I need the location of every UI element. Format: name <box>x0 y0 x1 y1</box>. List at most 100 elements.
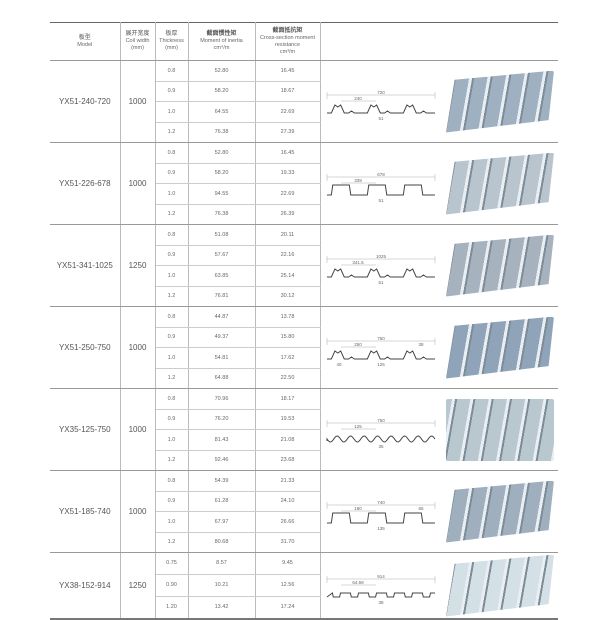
moment-resistance: 27.39 <box>255 122 321 143</box>
moment-resistance: 18.67 <box>255 81 321 102</box>
thickness: 0.9 <box>155 81 189 102</box>
moment-of-inertia: 76.81 <box>188 286 256 307</box>
moment-resistance: 17.62 <box>255 347 321 369</box>
profile-drawing: 750 125 35 <box>326 418 436 449</box>
dimension-label: 914 <box>377 574 385 579</box>
product-photo-cell <box>442 306 558 389</box>
table-row: 1.2 64.88 22.50 <box>50 368 558 389</box>
model-name: YX35-125-750 <box>50 388 121 471</box>
profile-outline <box>326 435 436 443</box>
header-moment-of-inertia: 截面惯性矩 Moment of inertia cm⁴/m <box>188 22 256 61</box>
thickness: 1.0 <box>155 101 189 123</box>
dimension-label: 339 <box>354 178 362 183</box>
thickness: 0.8 <box>155 60 189 82</box>
dimension-label: 38 <box>379 600 385 605</box>
thickness: 1.0 <box>155 183 189 205</box>
thickness: 0.9 <box>155 163 189 184</box>
thickness: 0.8 <box>155 388 189 410</box>
moment-resistance: 20.11 <box>255 224 321 246</box>
product-photo-cell <box>442 388 558 471</box>
dimension-label: 678 <box>377 172 385 177</box>
table-row: YX35-125-750 1000 0.8 70.96 18.17 750 125 35 <box>50 388 558 471</box>
thickness: 1.0 <box>155 429 189 451</box>
table-row: 1.0 67.97 26.66 <box>50 511 558 533</box>
profile-drawing: 750 250 125 38 40 <box>327 336 436 367</box>
thickness: 0.9 <box>155 245 189 266</box>
dimension-label: 40 <box>337 362 343 367</box>
moment-of-inertia: 44.87 <box>188 306 256 328</box>
moment-of-inertia: 64.55 <box>188 101 256 123</box>
profile-drawing-cell: 914 64.69 38 <box>320 552 442 620</box>
dimension-label: 51 <box>379 198 385 203</box>
moment-of-inertia: 76.38 <box>188 204 256 225</box>
profile-drawing-cell: 1025 341.5 51 <box>320 224 442 307</box>
dimension-label: 35 <box>379 444 385 449</box>
dimension-line <box>327 338 436 348</box>
moment-resistance: 24.10 <box>255 491 321 512</box>
header-thickness: 板厚 Thickness (mm) <box>155 22 189 61</box>
dimension-label: 750 <box>377 336 385 341</box>
thickness: 1.0 <box>155 511 189 533</box>
moment-resistance: 12.56 <box>255 574 321 597</box>
profile-drawing-cell: 750 250 125 38 40 <box>320 306 442 389</box>
moment-of-inertia: 67.97 <box>188 511 256 533</box>
coil-width: 1000 <box>120 60 156 143</box>
profile-drawing-cell: 750 125 35 <box>320 388 442 471</box>
dimension-label: 740 <box>377 500 385 505</box>
moment-of-inertia: 94.55 <box>188 183 256 205</box>
dimension-label: 341.5 <box>353 260 365 265</box>
moment-resistance: 21.33 <box>255 470 321 492</box>
table-row: 0.9 57.67 22.16 <box>50 245 558 266</box>
thickness: 0.8 <box>155 306 189 328</box>
moment-of-inertia: 58.20 <box>188 81 256 102</box>
coil-width: 1000 <box>120 306 156 389</box>
thickness: 0.90 <box>155 574 189 597</box>
moment-resistance: 9.45 <box>255 552 321 575</box>
dimension-line <box>327 576 436 586</box>
table-row: 0.9 76.20 19.53 <box>50 409 558 430</box>
product-photo-cell <box>442 60 558 143</box>
dimension-label: 250 <box>354 342 362 347</box>
model-name: YX51-226-678 <box>50 142 121 225</box>
thickness: 0.9 <box>155 327 189 348</box>
product-photo-cell <box>442 552 558 620</box>
thickness: 1.0 <box>155 265 189 287</box>
table-row: YX38-152-914 1250 0.75 8.57 9.45 914 64.69 38 <box>50 552 558 620</box>
table-row: 1.2 76.38 26.39 <box>50 204 558 225</box>
profile-drawing-cell: 740 180 135 65 <box>320 470 442 553</box>
moment-of-inertia: 80.68 <box>188 532 256 553</box>
product-photo <box>446 152 554 215</box>
thickness: 0.9 <box>155 409 189 430</box>
moment-resistance: 19.53 <box>255 409 321 430</box>
moment-resistance: 30.12 <box>255 286 321 307</box>
moment-of-inertia: 49.37 <box>188 327 256 348</box>
moment-resistance: 16.45 <box>255 60 321 82</box>
profile-outline <box>327 184 436 196</box>
moment-of-inertia: 54.39 <box>188 470 256 492</box>
moment-of-inertia: 70.96 <box>188 388 256 410</box>
table-row: 1.2 80.68 31.70 <box>50 532 558 553</box>
product-photo <box>446 480 554 543</box>
thickness: 0.8 <box>155 470 189 492</box>
moment-of-inertia: 64.88 <box>188 368 256 389</box>
moment-of-inertia: 63.85 <box>188 265 256 287</box>
dimension-label: 720 <box>377 90 385 95</box>
dimension-label: 750 <box>377 418 385 423</box>
moment-of-inertia: 76.38 <box>188 122 256 143</box>
moment-of-inertia: 57.67 <box>188 245 256 266</box>
moment-resistance: 22.50 <box>255 368 321 389</box>
profile-outline <box>327 350 436 360</box>
header-model: 板型 Model <box>50 22 121 61</box>
moment-resistance: 26.39 <box>255 204 321 225</box>
moment-resistance: 23.68 <box>255 450 321 471</box>
thickness: 1.2 <box>155 368 189 389</box>
profile-drawing-cell: 678 339 51 <box>320 142 442 225</box>
profile-outline <box>327 268 436 278</box>
thickness: 0.9 <box>155 491 189 512</box>
table-row: YX51-185-740 1000 0.8 54.39 21.33 740 180 135 65 <box>50 470 558 553</box>
profile-drawing: 914 64.69 38 <box>326 574 436 605</box>
dimension-line <box>327 502 436 512</box>
moment-of-inertia: 8.57 <box>188 552 256 575</box>
dimension-line <box>327 420 436 430</box>
product-photo <box>446 554 554 617</box>
